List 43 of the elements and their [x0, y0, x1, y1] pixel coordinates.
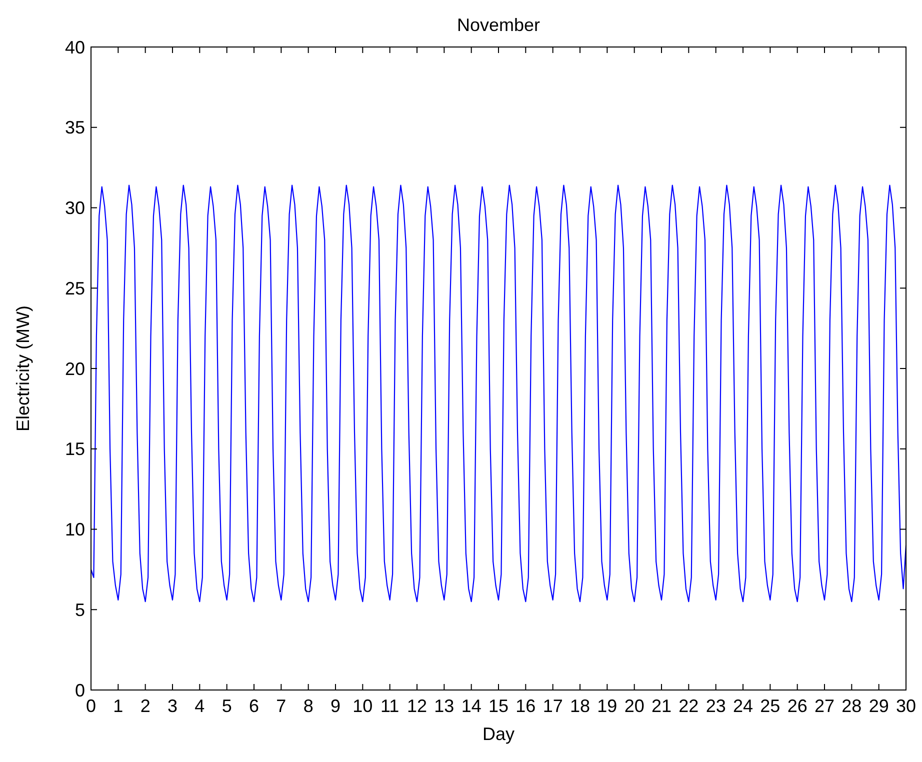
x-tick-label: 4: [194, 696, 205, 716]
y-tick-label: 20: [64, 358, 85, 379]
x-tick-label: 17: [542, 696, 563, 716]
x-tick-label: 11: [380, 696, 400, 716]
x-tick-label: 22: [678, 696, 699, 716]
x-tick-label: 10: [352, 696, 373, 716]
y-axis-title: Electricity (MW): [13, 306, 33, 432]
x-tick-label: 23: [706, 696, 726, 716]
x-tick-label: 1: [113, 696, 124, 716]
y-tick-label: 0: [74, 680, 85, 700]
x-axis-title: Day: [482, 724, 515, 744]
chart-title: November: [456, 15, 540, 35]
x-tick-label: 6: [248, 696, 260, 716]
x-tick-label: 19: [597, 696, 618, 716]
x-tick-label: 9: [330, 696, 341, 716]
x-tick-label: 30: [896, 696, 916, 716]
x-tick-label: 18: [570, 696, 590, 716]
x-tick-label: 28: [842, 696, 862, 716]
x-tick-label: 20: [624, 696, 644, 716]
x-tick-label: 15: [488, 696, 509, 716]
x-tick-label: 3: [167, 696, 178, 716]
y-tick-label: 5: [74, 600, 85, 620]
y-tick-label: 40: [64, 37, 85, 58]
x-tick-label: 5: [222, 696, 232, 716]
x-tick-label: 24: [732, 696, 754, 716]
y-tick-label: 30: [64, 198, 85, 218]
x-tick-label: 7: [276, 696, 286, 716]
x-tick-label: 2: [140, 696, 150, 716]
line-series: [90, 184, 907, 602]
y-tick-label: 10: [64, 520, 85, 540]
y-tick-label: 25: [64, 278, 85, 298]
x-tick-label: 29: [868, 696, 889, 716]
x-tick-label: 16: [516, 696, 536, 716]
x-tick-label: 8: [303, 696, 314, 716]
x-tick-label: 12: [406, 696, 428, 716]
y-tick-label: 15: [64, 439, 85, 460]
x-tick-label: 13: [434, 696, 454, 716]
x-tick-label: 27: [814, 696, 835, 716]
x-tick-label: 26: [787, 696, 808, 716]
y-tick-label: 35: [64, 118, 85, 138]
x-tick-label: 21: [651, 696, 672, 716]
x-tick-label: 25: [760, 696, 780, 716]
x-tick-label: 14: [461, 696, 482, 716]
